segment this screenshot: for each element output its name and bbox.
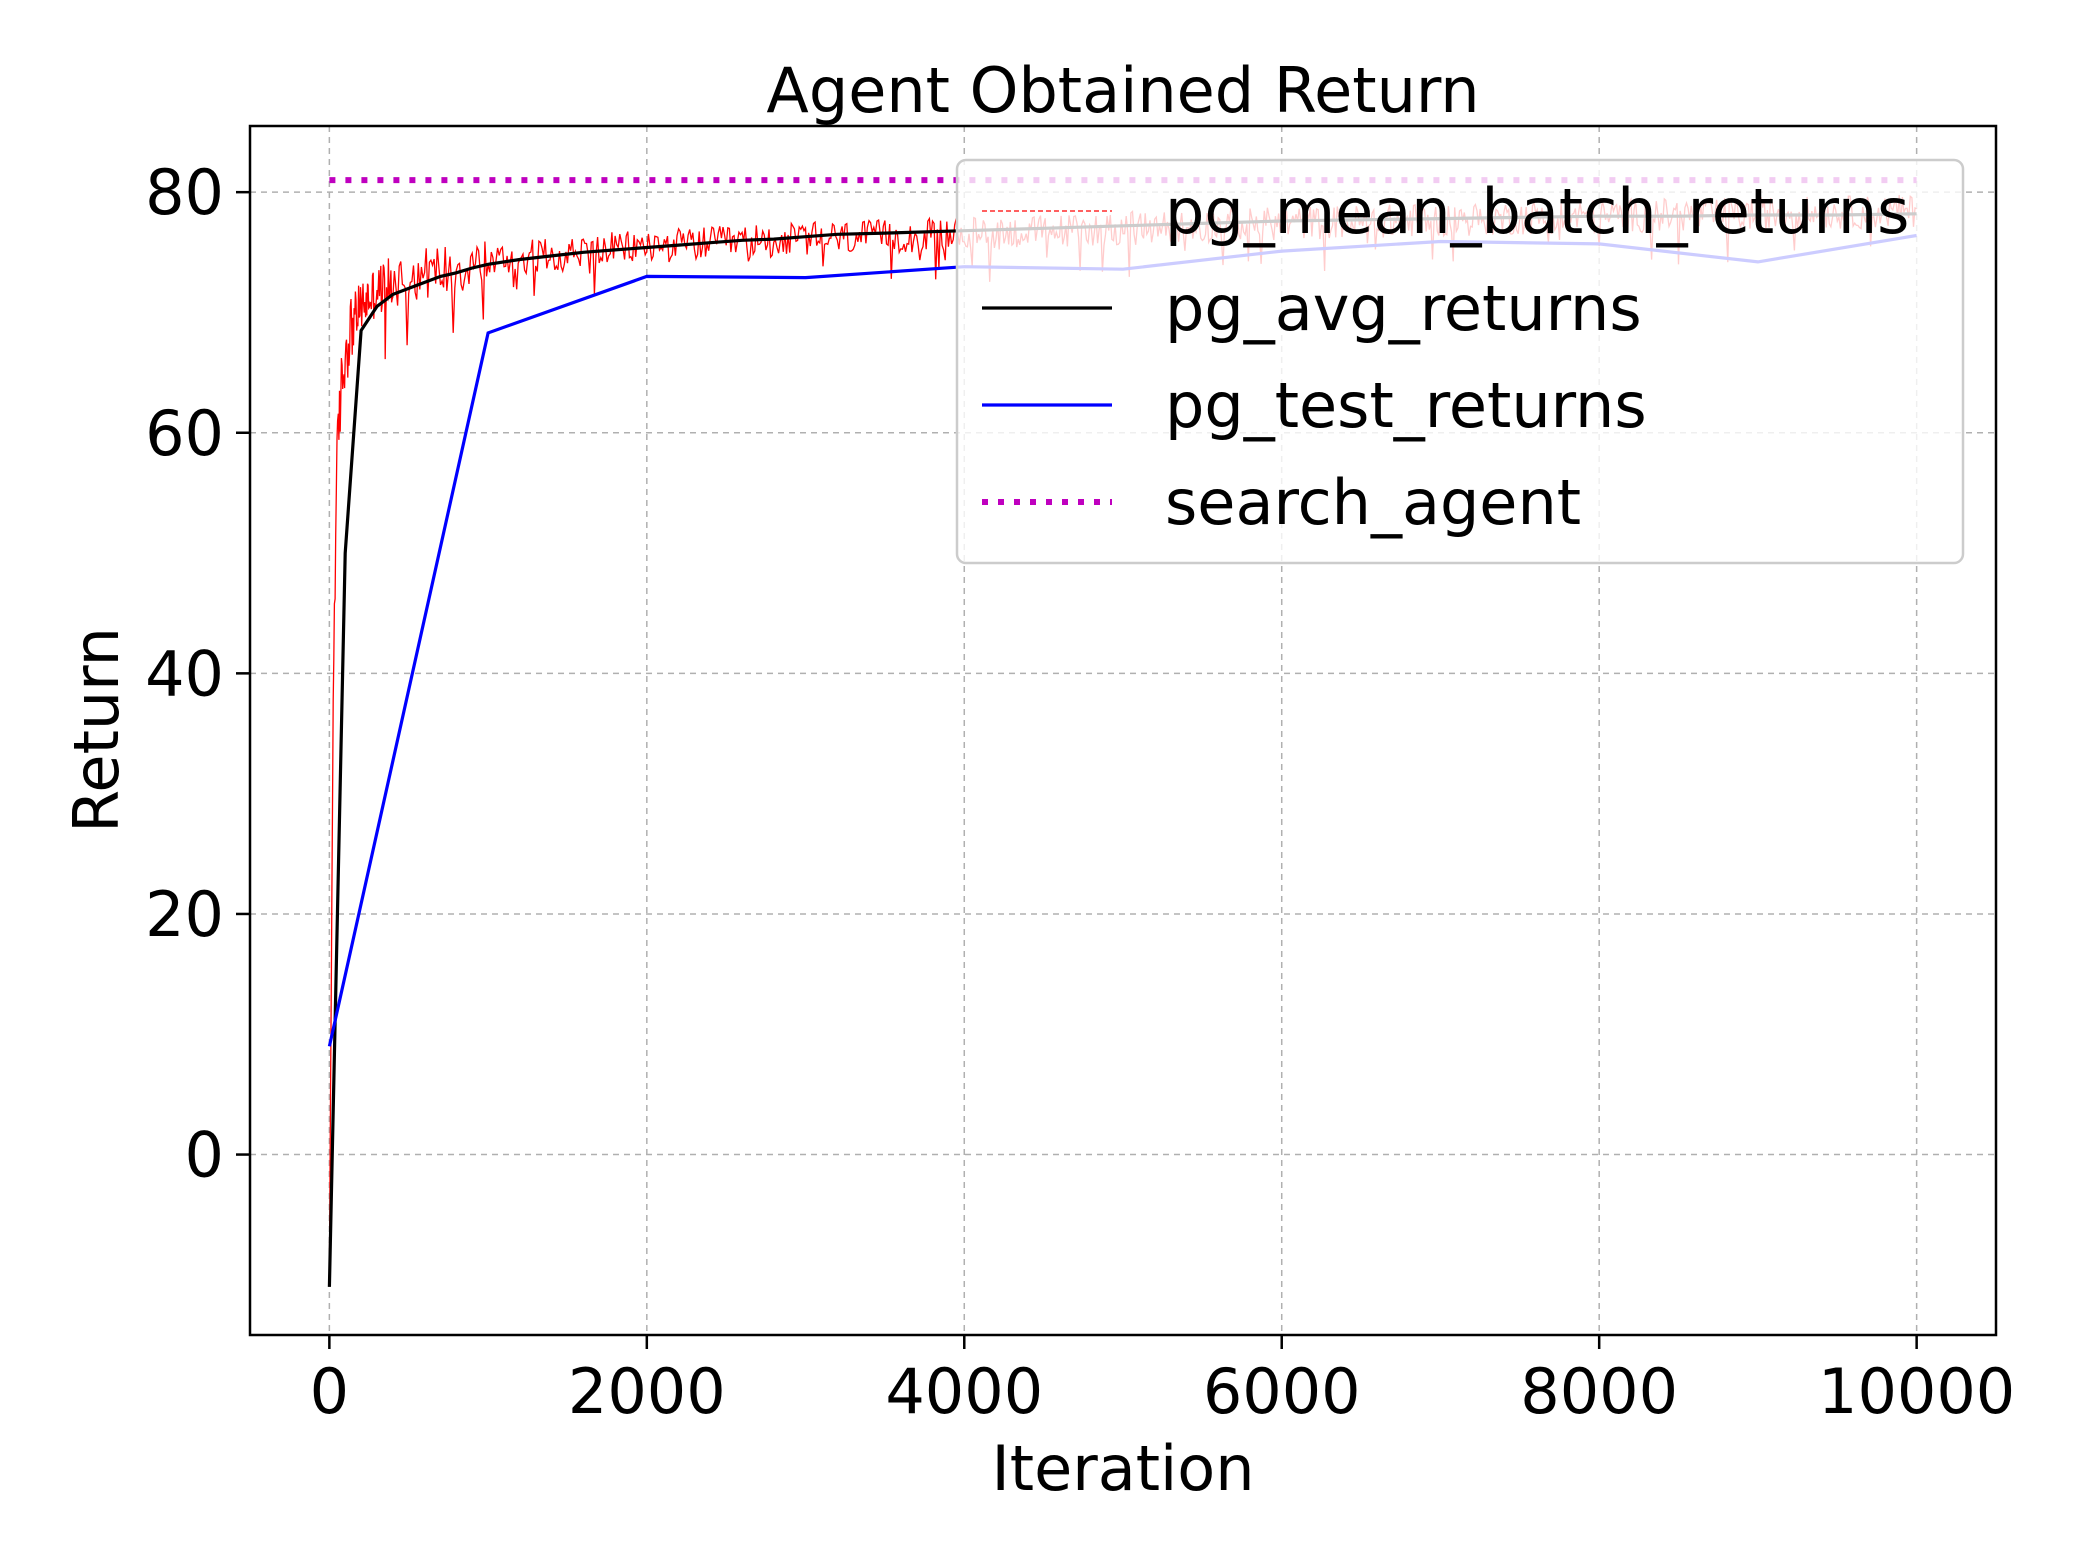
legend: pg_mean_batch_returns pg_avg_returns pg_…: [955, 158, 1965, 565]
y-tick-label: 80: [145, 156, 224, 229]
legend-label-pg-avg-returns: pg_avg_returns: [1165, 272, 1642, 345]
legend-box: [955, 158, 1965, 565]
chart-title: Agent Obtained Return: [766, 54, 1479, 127]
legend-label-pg-mean-batch-returns: pg_mean_batch_returns: [1165, 175, 1909, 248]
axes-frame: [248, 124, 1998, 1337]
x-tick-label: 10000: [1818, 1355, 2015, 1428]
y-tick-label: 60: [145, 397, 224, 470]
legend-label-search-agent: search_agent: [1165, 466, 1581, 539]
y-axis-ticks: 0 20 40 60 80: [145, 156, 250, 1192]
y-axis-label: Return: [60, 627, 133, 833]
x-tick-label: 0: [310, 1355, 349, 1428]
y-tick-label: 20: [145, 878, 224, 951]
legend-label-pg-test-returns: pg_test_returns: [1165, 369, 1647, 442]
y-tick-label: 0: [185, 1119, 224, 1192]
x-tick-label: 2000: [568, 1355, 726, 1428]
x-tick-label: 4000: [885, 1355, 1043, 1428]
x-axis-ticks: 0 2000 4000 6000 8000 10000: [310, 1335, 2015, 1428]
x-tick-label: 8000: [1520, 1355, 1678, 1428]
x-tick-label: 6000: [1203, 1355, 1361, 1428]
x-axis-label: Iteration: [992, 1432, 1255, 1505]
y-tick-label: 40: [145, 637, 224, 710]
